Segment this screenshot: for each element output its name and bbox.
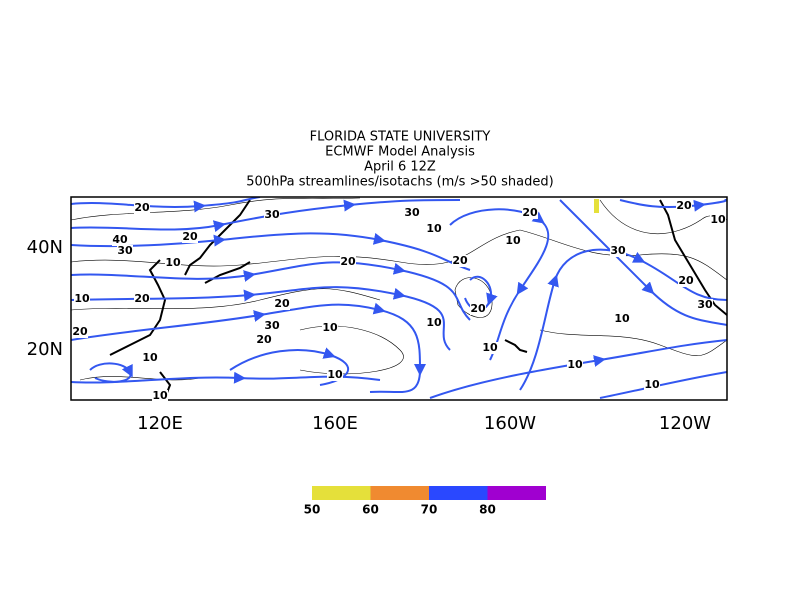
contour-label-bg <box>112 234 128 246</box>
contour-label: 10 <box>710 213 726 226</box>
contour-label: 10 <box>142 351 158 364</box>
contour-label-bg <box>404 207 420 219</box>
contour-label: 20 <box>470 302 486 315</box>
contour-label: 20 <box>678 274 694 287</box>
contour-label: 10 <box>152 389 168 402</box>
contour-label: 10 <box>614 312 630 325</box>
title-line: FLORIDA STATE UNIVERSITY <box>310 130 491 145</box>
contour-label-bg <box>134 293 150 305</box>
title-line: ECMWF Model Analysis <box>325 145 475 160</box>
contour-label: 10 <box>505 234 521 247</box>
contour-label-bg <box>644 379 660 391</box>
contour-label: 10 <box>322 321 338 334</box>
contour-label-bg <box>142 352 158 364</box>
contour-label: 10 <box>426 222 442 235</box>
contour-label: 20 <box>274 297 290 310</box>
contour-label-bg <box>676 200 692 212</box>
contour-label: 30 <box>404 206 420 219</box>
contour-label-bg <box>165 257 181 269</box>
contour-label: 30 <box>264 208 280 221</box>
contour-label: 20 <box>256 333 272 346</box>
map-frame <box>70 196 728 401</box>
contour-label-bg <box>117 245 133 257</box>
contour-label-bg <box>182 231 198 243</box>
contour-label: 10 <box>74 292 90 305</box>
contour-label-bg <box>522 207 538 219</box>
contour-label: 20 <box>72 325 88 338</box>
contour-label-bg <box>426 317 442 329</box>
colorbar-label: 50 <box>304 503 321 517</box>
lat-label: 40N <box>27 237 63 258</box>
contour-label-bg <box>74 293 90 305</box>
contour-label-bg <box>567 359 583 371</box>
contour-label-bg <box>610 245 626 257</box>
contour-label: 10 <box>165 256 181 269</box>
contour-label: 10 <box>644 378 660 391</box>
contour-label: 10 <box>567 358 583 371</box>
contour-label-bg <box>72 326 88 338</box>
contour-label-bg <box>274 298 290 310</box>
contour-label: 20 <box>182 230 198 243</box>
contour-label: 40 <box>112 233 128 246</box>
contour-label: 10 <box>327 368 343 381</box>
contour-label-bg <box>452 255 468 267</box>
colorbar-label: 80 <box>479 503 496 517</box>
contour-label-bg <box>322 322 338 334</box>
contour-label-bg <box>264 209 280 221</box>
contour-label-bg <box>697 299 713 311</box>
contour-label: 10 <box>482 341 498 354</box>
contour-label: 10 <box>426 316 442 329</box>
contour-label-bg <box>482 342 498 354</box>
colorbar-box <box>487 486 546 500</box>
contour-label: 20 <box>676 199 692 212</box>
contour-label-bg <box>710 214 726 226</box>
contour-label-bg <box>505 235 521 247</box>
colorbar-label: 70 <box>421 503 438 517</box>
contour-label: 20 <box>134 201 150 214</box>
lon-label: 120W <box>659 413 711 434</box>
contour-label-bg <box>470 303 486 315</box>
contour-label-bg <box>340 256 356 268</box>
contour-label: 20 <box>340 255 356 268</box>
contour-label-bg <box>152 390 168 402</box>
title-line: 500hPa streamlines/isotachs (m/s >50 sha… <box>246 175 553 190</box>
contour-label: 20 <box>452 254 468 267</box>
shaded-isotach <box>594 199 599 213</box>
contour-label-bg <box>134 202 150 214</box>
contour-label-bg <box>426 223 442 235</box>
contour-label-bg <box>327 369 343 381</box>
contour-label: 20 <box>522 206 538 219</box>
colorbar-box <box>312 486 371 500</box>
colorbar-box <box>429 486 488 500</box>
map-field <box>71 197 727 399</box>
lon-label: 120E <box>137 413 183 434</box>
contour-label-bg <box>256 334 272 346</box>
contour-label: 30 <box>697 298 713 311</box>
contour-label: 20 <box>134 292 150 305</box>
lat-label: 20N <box>27 339 63 360</box>
lon-label: 160W <box>484 413 536 434</box>
contour-label-bg <box>678 275 694 287</box>
contour-label: 30 <box>264 319 280 332</box>
contour-label-bg <box>614 313 630 325</box>
title-line: April 6 12Z <box>364 160 436 175</box>
colorbar-label: 60 <box>362 503 379 517</box>
contour-label-bg <box>264 320 280 332</box>
lon-label: 160E <box>312 413 358 434</box>
contour-label: 30 <box>610 244 626 257</box>
colorbar-box <box>370 486 429 500</box>
contour-label: 30 <box>117 244 133 257</box>
